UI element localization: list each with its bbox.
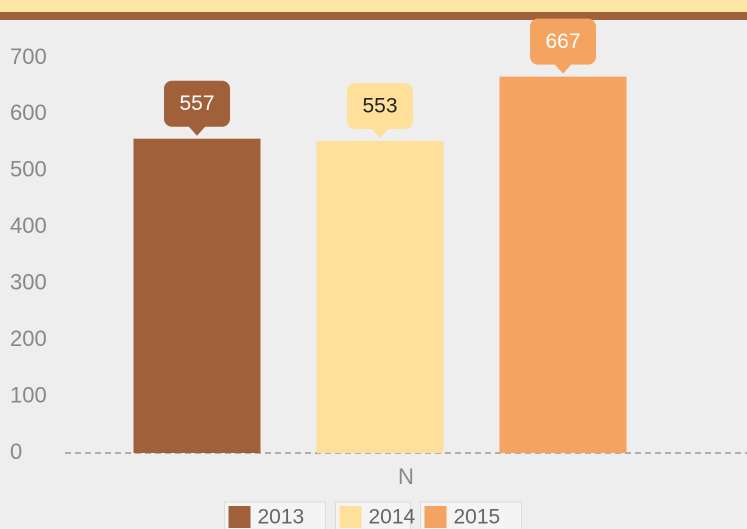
y-tick-label: 500 <box>10 157 47 182</box>
y-tick-label: 600 <box>10 100 47 125</box>
y-tick-label: 400 <box>10 213 47 238</box>
legend-swatch <box>228 506 251 528</box>
data-label-text: 553 <box>362 94 397 117</box>
legend-label: 2014 <box>369 506 416 529</box>
data-label-pointer <box>554 63 572 74</box>
legend-swatch <box>424 506 447 528</box>
bar <box>133 138 261 453</box>
bar <box>316 140 444 453</box>
y-tick-label: 0 <box>10 439 22 464</box>
legend-swatch <box>339 506 362 528</box>
data-label-bubble <box>164 80 230 127</box>
data-label-pointer <box>371 127 389 138</box>
top-rule <box>0 12 747 20</box>
data-label-bubble <box>347 82 413 129</box>
y-tick-label: 200 <box>10 326 47 351</box>
data-label-text: 557 <box>179 92 214 115</box>
data-label: 557 <box>164 80 230 136</box>
legend-item: 2013 <box>224 501 326 529</box>
data-label: 553 <box>347 82 413 138</box>
legend-label: 2015 <box>454 506 501 529</box>
y-tick-label: 100 <box>10 382 47 407</box>
legend-label: 2013 <box>258 506 305 529</box>
data-label-text: 667 <box>545 30 580 53</box>
data-label-pointer <box>188 125 206 136</box>
legend-item: 2014 <box>335 501 416 529</box>
data-label: 667 <box>530 18 596 74</box>
data-label-bubble <box>530 18 596 65</box>
y-tick-label: 700 <box>10 44 47 69</box>
bar <box>499 76 627 453</box>
x-tick-label: N <box>398 464 414 489</box>
legend-item: 2015 <box>420 501 522 529</box>
y-tick-label: 300 <box>10 270 47 295</box>
top-band <box>0 0 747 12</box>
